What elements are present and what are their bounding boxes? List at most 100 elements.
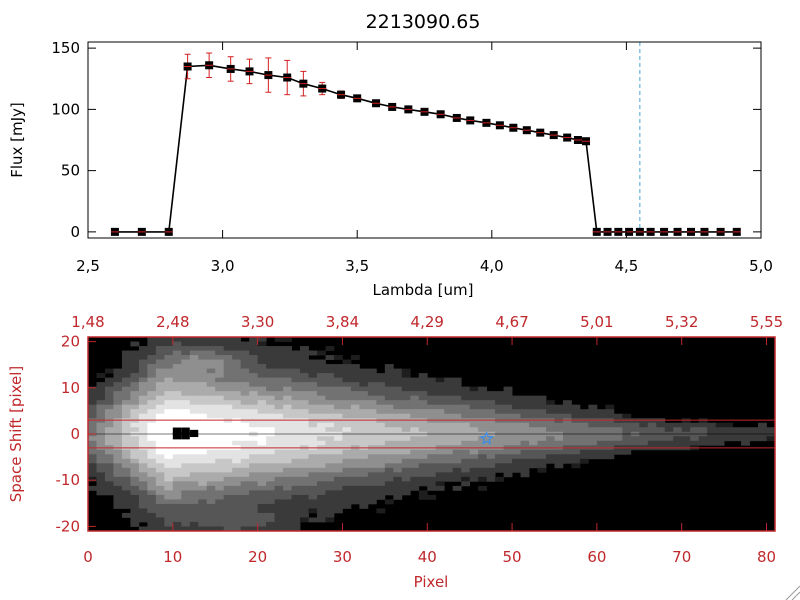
image-pixel	[622, 418, 632, 424]
image-pixel	[393, 395, 403, 401]
image-pixel	[206, 449, 216, 455]
image-pixel	[554, 418, 564, 424]
image-pixel	[181, 517, 191, 523]
image-pixel	[469, 436, 479, 442]
image-pixel	[181, 377, 191, 383]
image-pixel	[189, 422, 199, 428]
image-pixel	[300, 422, 309, 428]
image-pixel	[172, 508, 182, 514]
image-pixel	[300, 494, 309, 500]
image-pixel	[266, 373, 275, 378]
image-pixel	[147, 517, 157, 523]
image-pixel	[342, 440, 352, 446]
image-pixel	[96, 409, 106, 415]
image-pixel	[291, 472, 301, 478]
image-pixel	[452, 476, 462, 482]
image-pixel	[435, 413, 445, 419]
image-pixel	[333, 490, 343, 496]
image-pixel	[350, 472, 360, 478]
image-pixel	[393, 404, 403, 410]
image-pixel	[206, 350, 216, 356]
image-pixel	[215, 476, 225, 482]
image-pixel	[113, 481, 123, 487]
image-pixel	[121, 494, 131, 500]
image-pixel	[130, 521, 140, 527]
image-pixel	[342, 409, 352, 415]
image-pixel	[257, 427, 267, 433]
image-pixel	[410, 440, 420, 446]
image-pixel	[249, 467, 259, 473]
image-pixel	[147, 449, 157, 455]
image-pixel	[181, 382, 191, 388]
image-pixel	[206, 481, 216, 487]
image-pixel	[333, 377, 343, 383]
image-pixel	[401, 391, 411, 397]
image-pixel	[444, 391, 454, 397]
image-pixel	[189, 485, 199, 491]
image-pixel	[147, 404, 157, 410]
image-pixel	[181, 395, 191, 401]
image-pixel	[384, 481, 394, 487]
image-pixel	[121, 400, 131, 406]
image-pixel	[240, 440, 250, 446]
image-pixel	[300, 382, 309, 388]
image-pixel	[147, 503, 157, 509]
image-pixel	[376, 373, 386, 378]
image-pixel	[529, 463, 538, 469]
data-point	[420, 107, 429, 116]
image-pixel	[113, 449, 123, 455]
image-pixel	[198, 503, 208, 509]
image-pixel	[681, 427, 691, 433]
image-pixel	[113, 409, 123, 415]
x-tick-label: 4,5	[614, 257, 638, 275]
image-pixel	[147, 400, 157, 406]
image-pixel	[571, 422, 581, 428]
image-pixel	[401, 368, 411, 374]
image-pixel	[155, 472, 165, 478]
image-pixel	[529, 449, 538, 455]
resize-grip[interactable]	[785, 585, 800, 600]
image-pixel	[325, 368, 335, 374]
image-pixel	[562, 454, 572, 460]
image-pixel	[172, 413, 182, 419]
image-pixel	[164, 413, 174, 419]
image-pixel	[223, 476, 233, 482]
image-pixel	[121, 427, 131, 433]
image-pixel	[605, 404, 615, 410]
image-pixel	[283, 481, 292, 487]
image-pixel	[147, 377, 157, 383]
image-pixel	[596, 409, 606, 415]
image-pixel	[240, 526, 250, 532]
image-pixel	[325, 449, 335, 455]
image-pixel	[588, 440, 598, 446]
image-pixel	[384, 458, 394, 464]
image-pixel	[206, 499, 216, 505]
image-pixel	[588, 413, 598, 419]
image-pixel	[393, 472, 403, 478]
image-pixel	[198, 346, 208, 351]
image-pixel	[138, 359, 148, 365]
image-pixel	[588, 404, 598, 410]
image-pixel	[96, 386, 106, 392]
image-pixel	[486, 472, 496, 478]
image-pixel	[537, 436, 547, 442]
image-pixel	[342, 467, 352, 473]
image-pixel	[325, 481, 335, 487]
image-pixel	[350, 476, 360, 482]
image-pixel	[104, 463, 114, 469]
image-pixel	[546, 404, 555, 410]
image-pixel	[206, 373, 216, 378]
image-pixel	[257, 377, 267, 383]
image-pixel	[266, 404, 275, 410]
image-pixel	[317, 485, 326, 491]
image-pixel	[401, 377, 411, 383]
image-pixel	[401, 409, 411, 415]
data-point	[614, 227, 623, 236]
image-pixel	[223, 382, 233, 388]
image-pixel	[613, 449, 623, 455]
image-pixel	[520, 458, 530, 464]
y-tick-label: 50	[61, 162, 80, 180]
image-pixel	[486, 463, 496, 469]
image-pixel	[181, 341, 191, 347]
